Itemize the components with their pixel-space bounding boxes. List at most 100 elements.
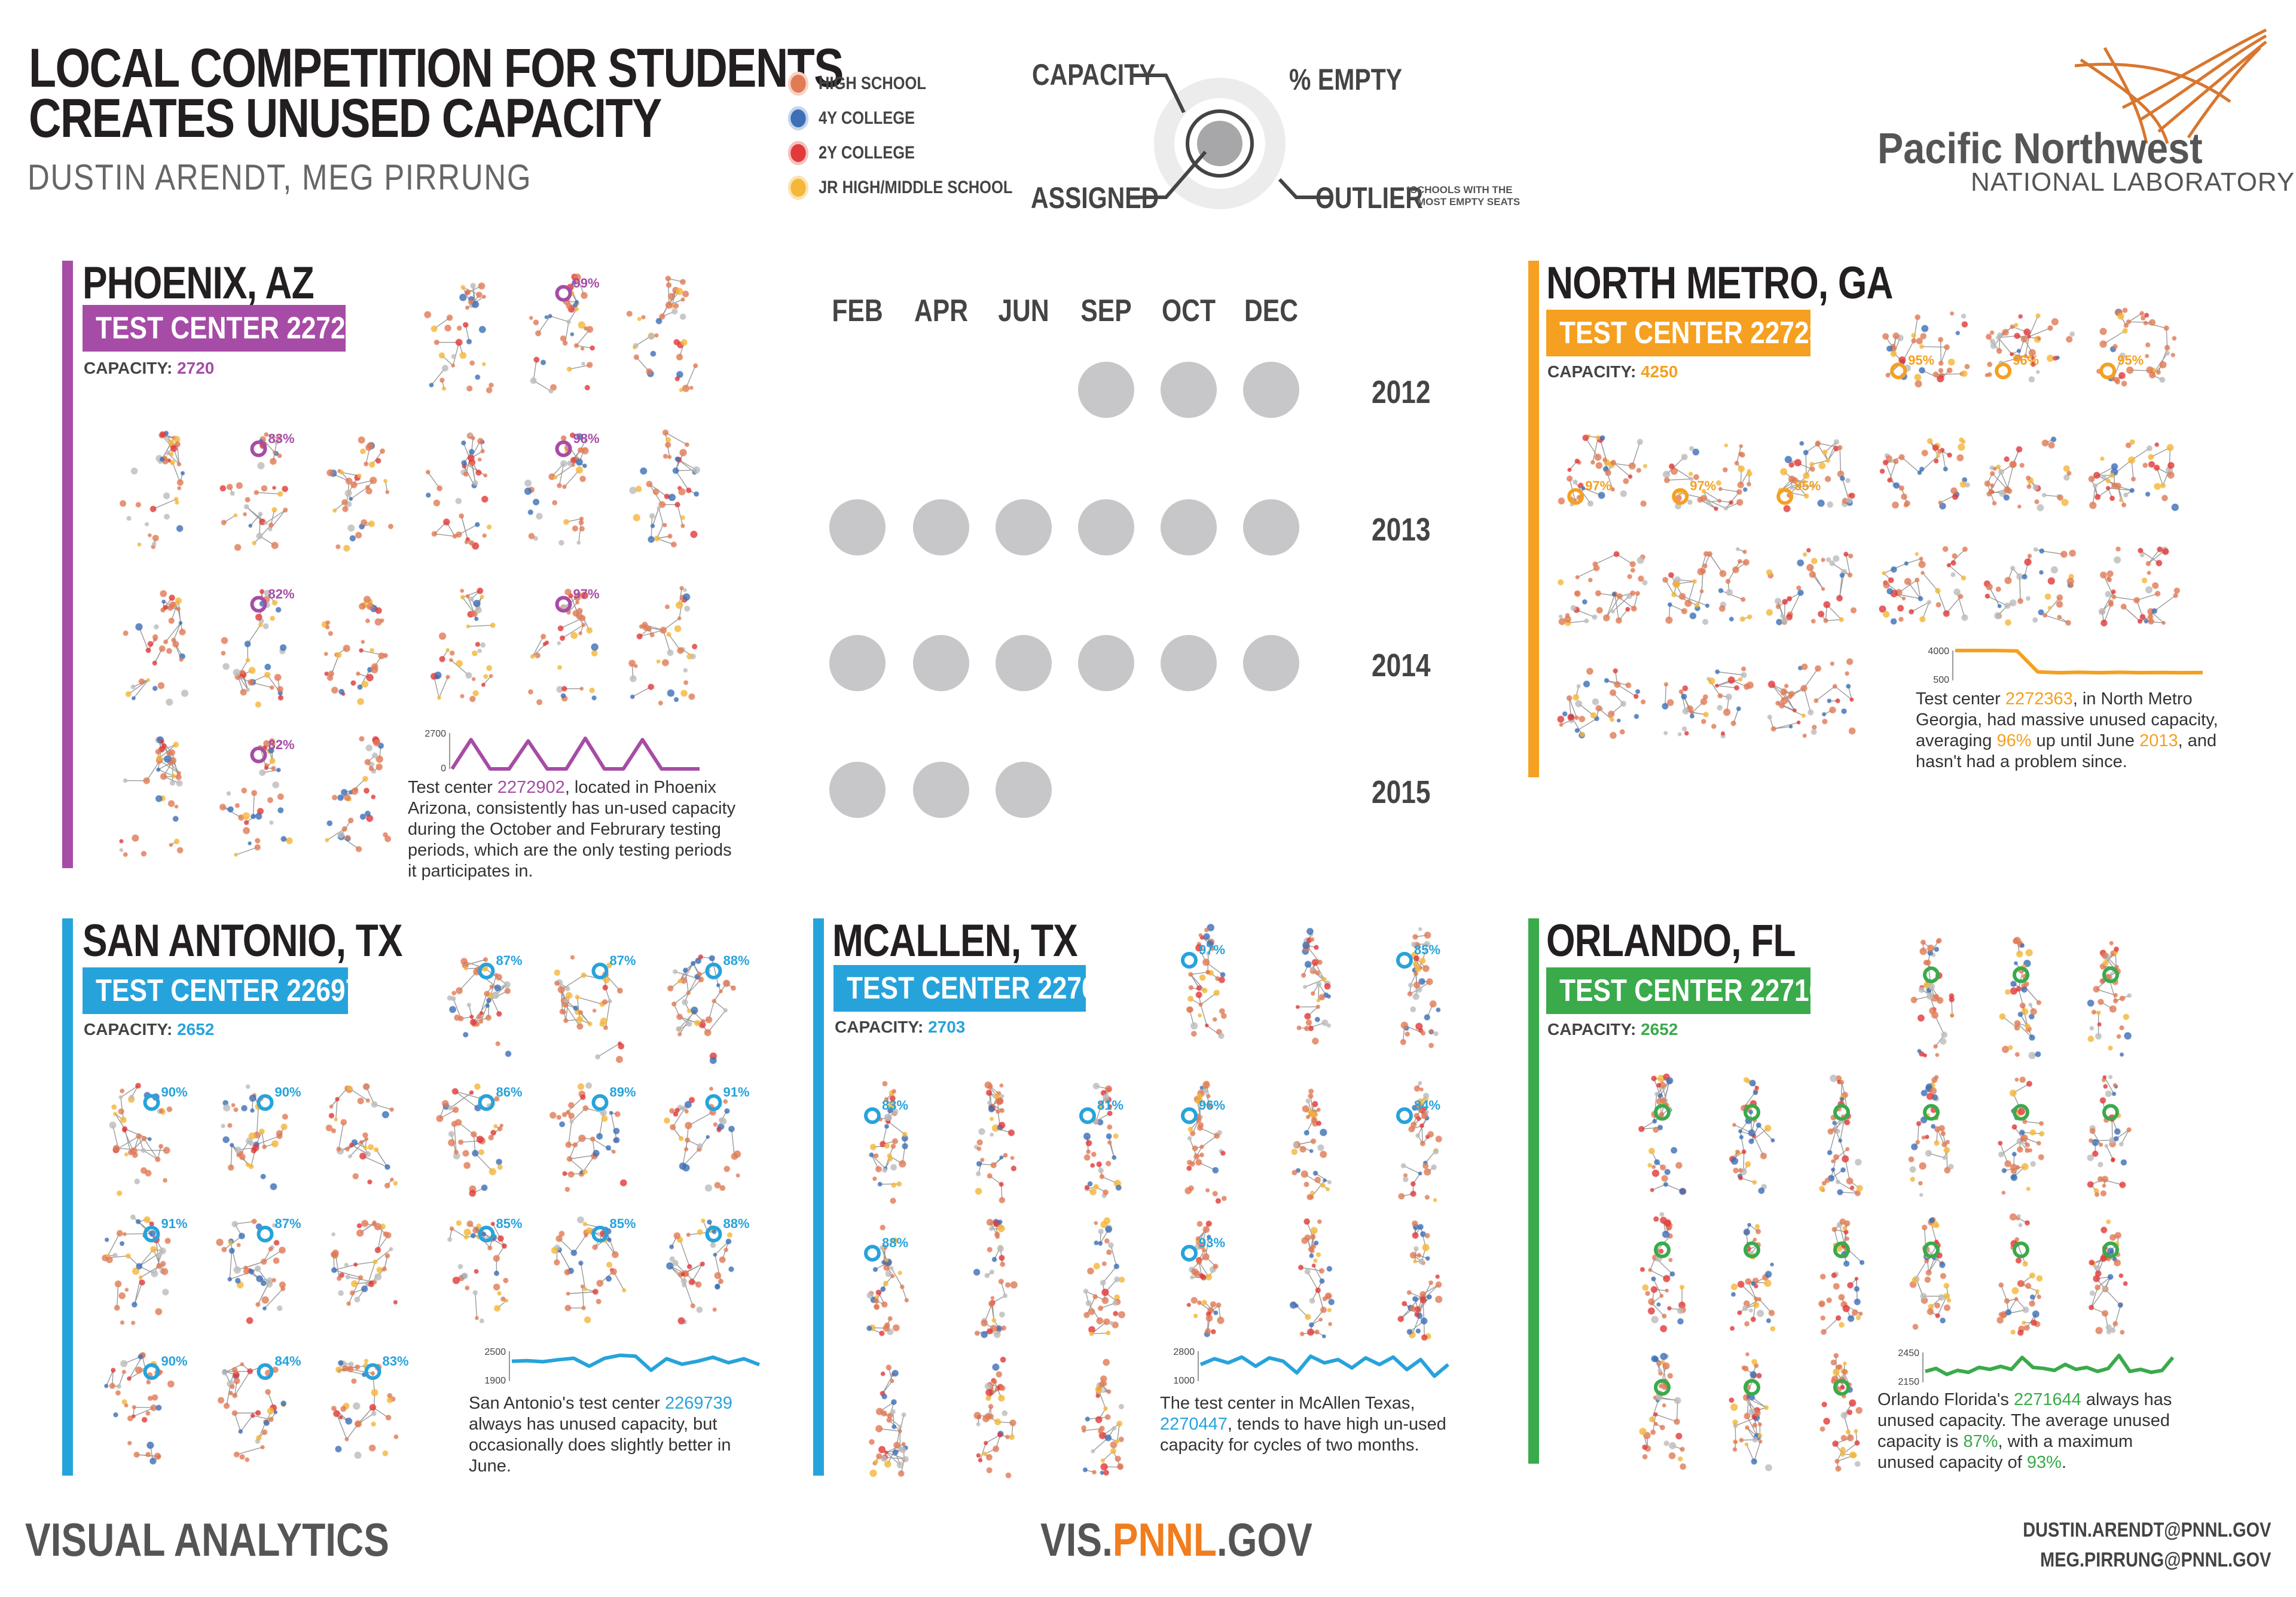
calendar-dot[interactable] <box>996 762 1052 818</box>
network-thumbnail[interactable] <box>1764 413 1860 520</box>
network-thumbnail[interactable] <box>1620 1345 1704 1477</box>
network-thumbnail[interactable] <box>1620 1208 1704 1339</box>
network-thumbnail[interactable] <box>957 1076 1034 1208</box>
network-thumbnail[interactable] <box>957 1351 1034 1483</box>
network-thumbnail[interactable] <box>209 1076 311 1196</box>
calendar-dot[interactable] <box>996 635 1052 691</box>
network-thumbnail[interactable] <box>1800 1208 1883 1339</box>
footer-email-1[interactable]: DUSTIN.ARENDT@PNNL.GOV <box>2022 1519 2271 1541</box>
calendar-dot[interactable] <box>1243 362 1299 418</box>
network-thumbnail[interactable] <box>514 574 604 712</box>
network-thumbnail[interactable] <box>209 1345 311 1465</box>
network-thumbnail[interactable] <box>544 1076 646 1196</box>
network-thumbnail[interactable] <box>1982 287 2078 395</box>
network-thumbnail[interactable] <box>209 574 299 712</box>
network-thumbnail[interactable] <box>1889 933 1973 1064</box>
network-thumbnail[interactable] <box>430 945 532 1064</box>
network-thumbnail[interactable] <box>1710 1345 1794 1477</box>
network-thumbnail[interactable] <box>1555 526 1650 634</box>
network-thumbnail[interactable] <box>1555 640 1650 747</box>
network-thumbnail[interactable] <box>1659 526 1755 634</box>
network-thumbnail[interactable] <box>849 1351 927 1483</box>
network-thumbnail[interactable] <box>616 574 706 712</box>
network-thumbnail[interactable] <box>1381 921 1459 1052</box>
network-thumbnail[interactable] <box>1166 1076 1244 1208</box>
network-thumbnail[interactable] <box>658 945 759 1064</box>
calendar-dot[interactable] <box>1078 362 1134 418</box>
network-thumbnail[interactable] <box>2087 526 2182 634</box>
footer-email-2[interactable]: MEG.PIRRUNG@PNNL.GOV <box>2039 1549 2271 1571</box>
calendar-dot[interactable] <box>913 499 969 555</box>
calendar-dot[interactable] <box>913 635 969 691</box>
calendar-dot[interactable] <box>1078 635 1134 691</box>
network-thumbnail[interactable] <box>1877 413 1973 520</box>
network-thumbnail[interactable] <box>96 1208 197 1327</box>
network-thumbnail[interactable] <box>430 1208 532 1327</box>
calendar-dot[interactable] <box>1161 635 1217 691</box>
network-thumbnail[interactable] <box>1555 413 1650 520</box>
network-thumbnail[interactable] <box>1979 933 2063 1064</box>
calendar-dot[interactable] <box>829 762 886 818</box>
network-thumbnail[interactable] <box>1877 287 1973 395</box>
network-thumbnail[interactable] <box>1800 1070 1883 1202</box>
network-thumbnail[interactable] <box>1166 921 1244 1052</box>
network-thumbnail[interactable] <box>1982 526 2078 634</box>
network-thumbnail[interactable] <box>849 1076 927 1208</box>
network-thumbnail[interactable] <box>1889 1070 1973 1202</box>
network-thumbnail[interactable] <box>2087 413 2182 520</box>
calendar-dot[interactable] <box>1161 362 1217 418</box>
network-thumbnail[interactable] <box>1877 526 1973 634</box>
network-thumbnail[interactable] <box>96 1345 197 1465</box>
calendar-dot[interactable] <box>829 499 886 555</box>
network-thumbnail[interactable] <box>1764 640 1860 747</box>
network-thumbnail[interactable] <box>2087 287 2182 395</box>
calendar-dot[interactable] <box>1243 635 1299 691</box>
network-thumbnail[interactable] <box>1064 1351 1142 1483</box>
network-thumbnail[interactable] <box>430 1076 532 1197</box>
calendar-dot[interactable] <box>1243 499 1299 555</box>
network-thumbnail[interactable] <box>413 263 502 401</box>
network-thumbnail[interactable] <box>209 419 299 556</box>
network-thumbnail[interactable] <box>658 1076 759 1196</box>
network-thumbnail[interactable] <box>317 1208 419 1327</box>
network-thumbnail[interactable] <box>209 725 299 862</box>
network-thumbnail[interactable] <box>209 1208 311 1327</box>
network-thumbnail[interactable] <box>1889 1208 1973 1339</box>
network-thumbnail[interactable] <box>1274 1076 1351 1208</box>
network-thumbnail[interactable] <box>311 725 401 862</box>
network-thumbnail[interactable] <box>1620 1070 1704 1202</box>
network-thumbnail[interactable] <box>413 419 502 556</box>
network-thumbnail[interactable] <box>514 419 604 556</box>
calendar-dot[interactable] <box>829 635 886 691</box>
network-thumbnail[interactable] <box>2069 933 2152 1064</box>
network-thumbnail[interactable] <box>108 574 197 712</box>
network-thumbnail[interactable] <box>317 1076 419 1196</box>
network-thumbnail[interactable] <box>849 1214 927 1345</box>
calendar-dot[interactable] <box>1078 499 1134 555</box>
network-thumbnail[interactable] <box>1979 1208 2063 1339</box>
network-thumbnail[interactable] <box>413 574 502 712</box>
network-thumbnail[interactable] <box>1166 1214 1244 1345</box>
network-thumbnail[interactable] <box>957 1214 1034 1345</box>
network-thumbnail[interactable] <box>1659 640 1755 747</box>
network-thumbnail[interactable] <box>1064 1076 1142 1208</box>
network-thumbnail[interactable] <box>2069 1070 2152 1202</box>
network-thumbnail[interactable] <box>1979 1070 2063 1202</box>
network-thumbnail[interactable] <box>1982 413 2078 520</box>
network-thumbnail[interactable] <box>1064 1214 1142 1345</box>
calendar-dot[interactable] <box>1161 499 1217 555</box>
network-thumbnail[interactable] <box>544 945 646 1064</box>
network-thumbnail[interactable] <box>658 1208 759 1327</box>
network-thumbnail[interactable] <box>1381 1214 1459 1345</box>
network-thumbnail[interactable] <box>1800 1345 1883 1477</box>
network-thumbnail[interactable] <box>616 419 706 556</box>
network-thumbnail[interactable] <box>2069 1208 2152 1339</box>
network-thumbnail[interactable] <box>1381 1076 1459 1208</box>
calendar-dot[interactable] <box>913 762 969 818</box>
network-thumbnail[interactable] <box>1764 526 1860 634</box>
network-thumbnail[interactable] <box>96 1076 197 1196</box>
network-thumbnail[interactable] <box>1659 413 1755 520</box>
network-thumbnail[interactable] <box>311 574 401 712</box>
network-thumbnail[interactable] <box>514 263 604 401</box>
network-thumbnail[interactable] <box>544 1208 646 1327</box>
